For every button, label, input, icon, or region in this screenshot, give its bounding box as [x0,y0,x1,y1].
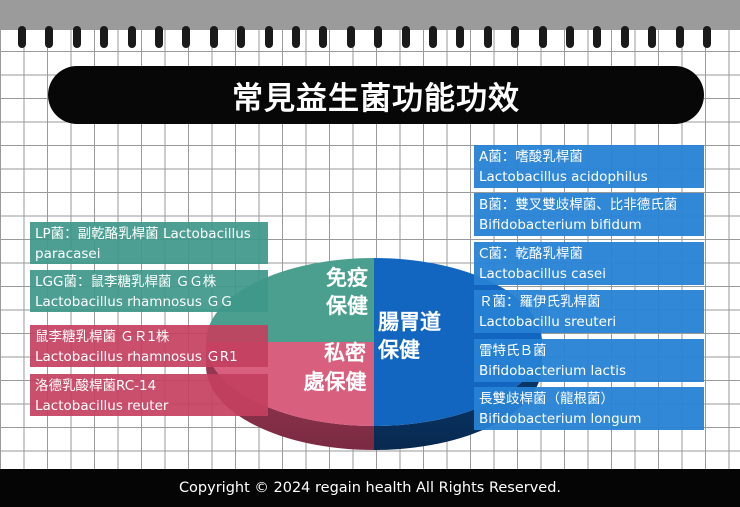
binder-ring [209,26,218,48]
pie-label-intimate-1: 私密 [324,341,366,365]
strain-latin: Bifidobacterium lactis [479,363,627,379]
binder-ring [237,26,246,48]
strain-box-a: A菌：嗜酸乳桿菌 Lactobacillus acidophilus [474,145,704,188]
binder-ring [127,26,136,48]
strain-name: Ｒ菌：羅伊氏乳桿菌 [479,294,601,310]
page-title: 常見益生菌功能功效 [232,80,520,117]
strain-name: 雷特氏Ｂ菌 [479,343,547,359]
strain-name: B菌：雙叉雙歧桿菌、比非德氏菌 [479,197,678,213]
strain-latin: Lactobacillus reuter [35,398,169,414]
pie-label-intimate-2: 處保健 [304,370,367,394]
strain-box-lgg: LGG菌：鼠李糖乳桿菌 ＧＧ株 Lactobacillus rhamnosus … [30,270,268,312]
strain-name: C菌：乾酪乳桿菌 [479,246,583,262]
pie-label-gut-2: 保健 [377,338,420,362]
binder-ring [319,26,328,48]
binder-ring [538,26,547,48]
strain-box-rc14: 洛德乳酸桿菌RC-14 Lactobacillus reuter [30,374,268,416]
pie-label-immune-2: 保健 [325,294,368,318]
title-bar: 常見益生菌功能功效 [48,66,704,124]
strain-box-longum: 長雙歧桿菌（龍根菌） Bifidobacterium longum [474,387,704,430]
binder-ring [72,26,81,48]
strain-box-gr1: 鼠李糖乳桿菌 ＧＲ1株 Lactobacillus rhamnosus ＧR1 [30,325,268,367]
binder-ring [155,26,163,48]
binder-ring [429,26,437,48]
top-band [0,0,740,30]
binder-ring [483,26,492,48]
binder-ring [401,26,410,48]
strain-box-r: Ｒ菌：羅伊氏乳桿菌 Lactobacillu sreuteri [474,290,704,333]
strain-latin: Lactobacillus rhamnosus ＧＧ [35,294,234,310]
strain-box-lactis: 雷特氏Ｂ菌 Bifidobacterium lactis [474,339,704,382]
binder-ring [566,26,574,48]
copyright-text: Copyright © 2024 regain health All Right… [178,480,562,496]
strain-latin: Bifidobacterium longum [479,411,642,427]
binder-ring [648,26,657,48]
strain-box-c: C菌：乾酪乳桿菌 Lactobacillus casei [474,242,704,285]
strain-box-b: B菌：雙叉雙歧桿菌、比非德氏菌 Bifidobacterium bifidum [474,193,704,236]
strain-latin: Bifidobacterium bifidum [479,217,642,233]
strain-box-lp: LP菌：副乾酪乳桿菌 Lactobacillus paracasei [30,222,268,264]
binder-ring [593,26,602,48]
strain-name: LP菌：副乾酪乳桿菌 Lactobacillus [35,226,251,242]
binder-ring [100,26,109,48]
binder-ring [18,26,26,48]
strain-latin: Lactobacillus acidophilus [479,169,648,185]
strain-name: A菌：嗜酸乳桿菌 [479,149,583,165]
binder-ring [182,26,191,48]
binder-ring [292,26,300,48]
strain-name: LGG菌：鼠李糖乳桿菌 ＧＧ株 [35,274,217,290]
binder-ring [264,26,273,48]
binder-ring [620,26,629,48]
binder-ring [511,26,520,48]
strain-latin: Lactobacillu sreuteri [479,314,617,330]
binder-ring [456,26,465,48]
strain-latin: paracasei [35,246,101,262]
binder-ring [346,26,355,48]
binder-ring [45,26,54,48]
strain-name: 洛德乳酸桿菌RC-14 [35,378,157,394]
pie-segment-immune [206,258,374,342]
pie-label-gut-1: 腸胃道 [378,310,441,334]
strain-latin: Lactobacillus rhamnosus ＧR1 [35,349,238,365]
pie-label-immune-1: 免疫 [326,266,368,290]
footer: Copyright © 2024 regain health All Right… [0,469,740,507]
binder-ring [703,26,711,48]
strain-name: 長雙歧桿菌（龍根菌） [479,391,614,407]
strain-name: 鼠李糖乳桿菌 ＧＲ1株 [35,329,170,345]
binder-ring [675,26,684,48]
strain-latin: Lactobacillus casei [479,266,606,282]
binder-ring [374,26,383,48]
